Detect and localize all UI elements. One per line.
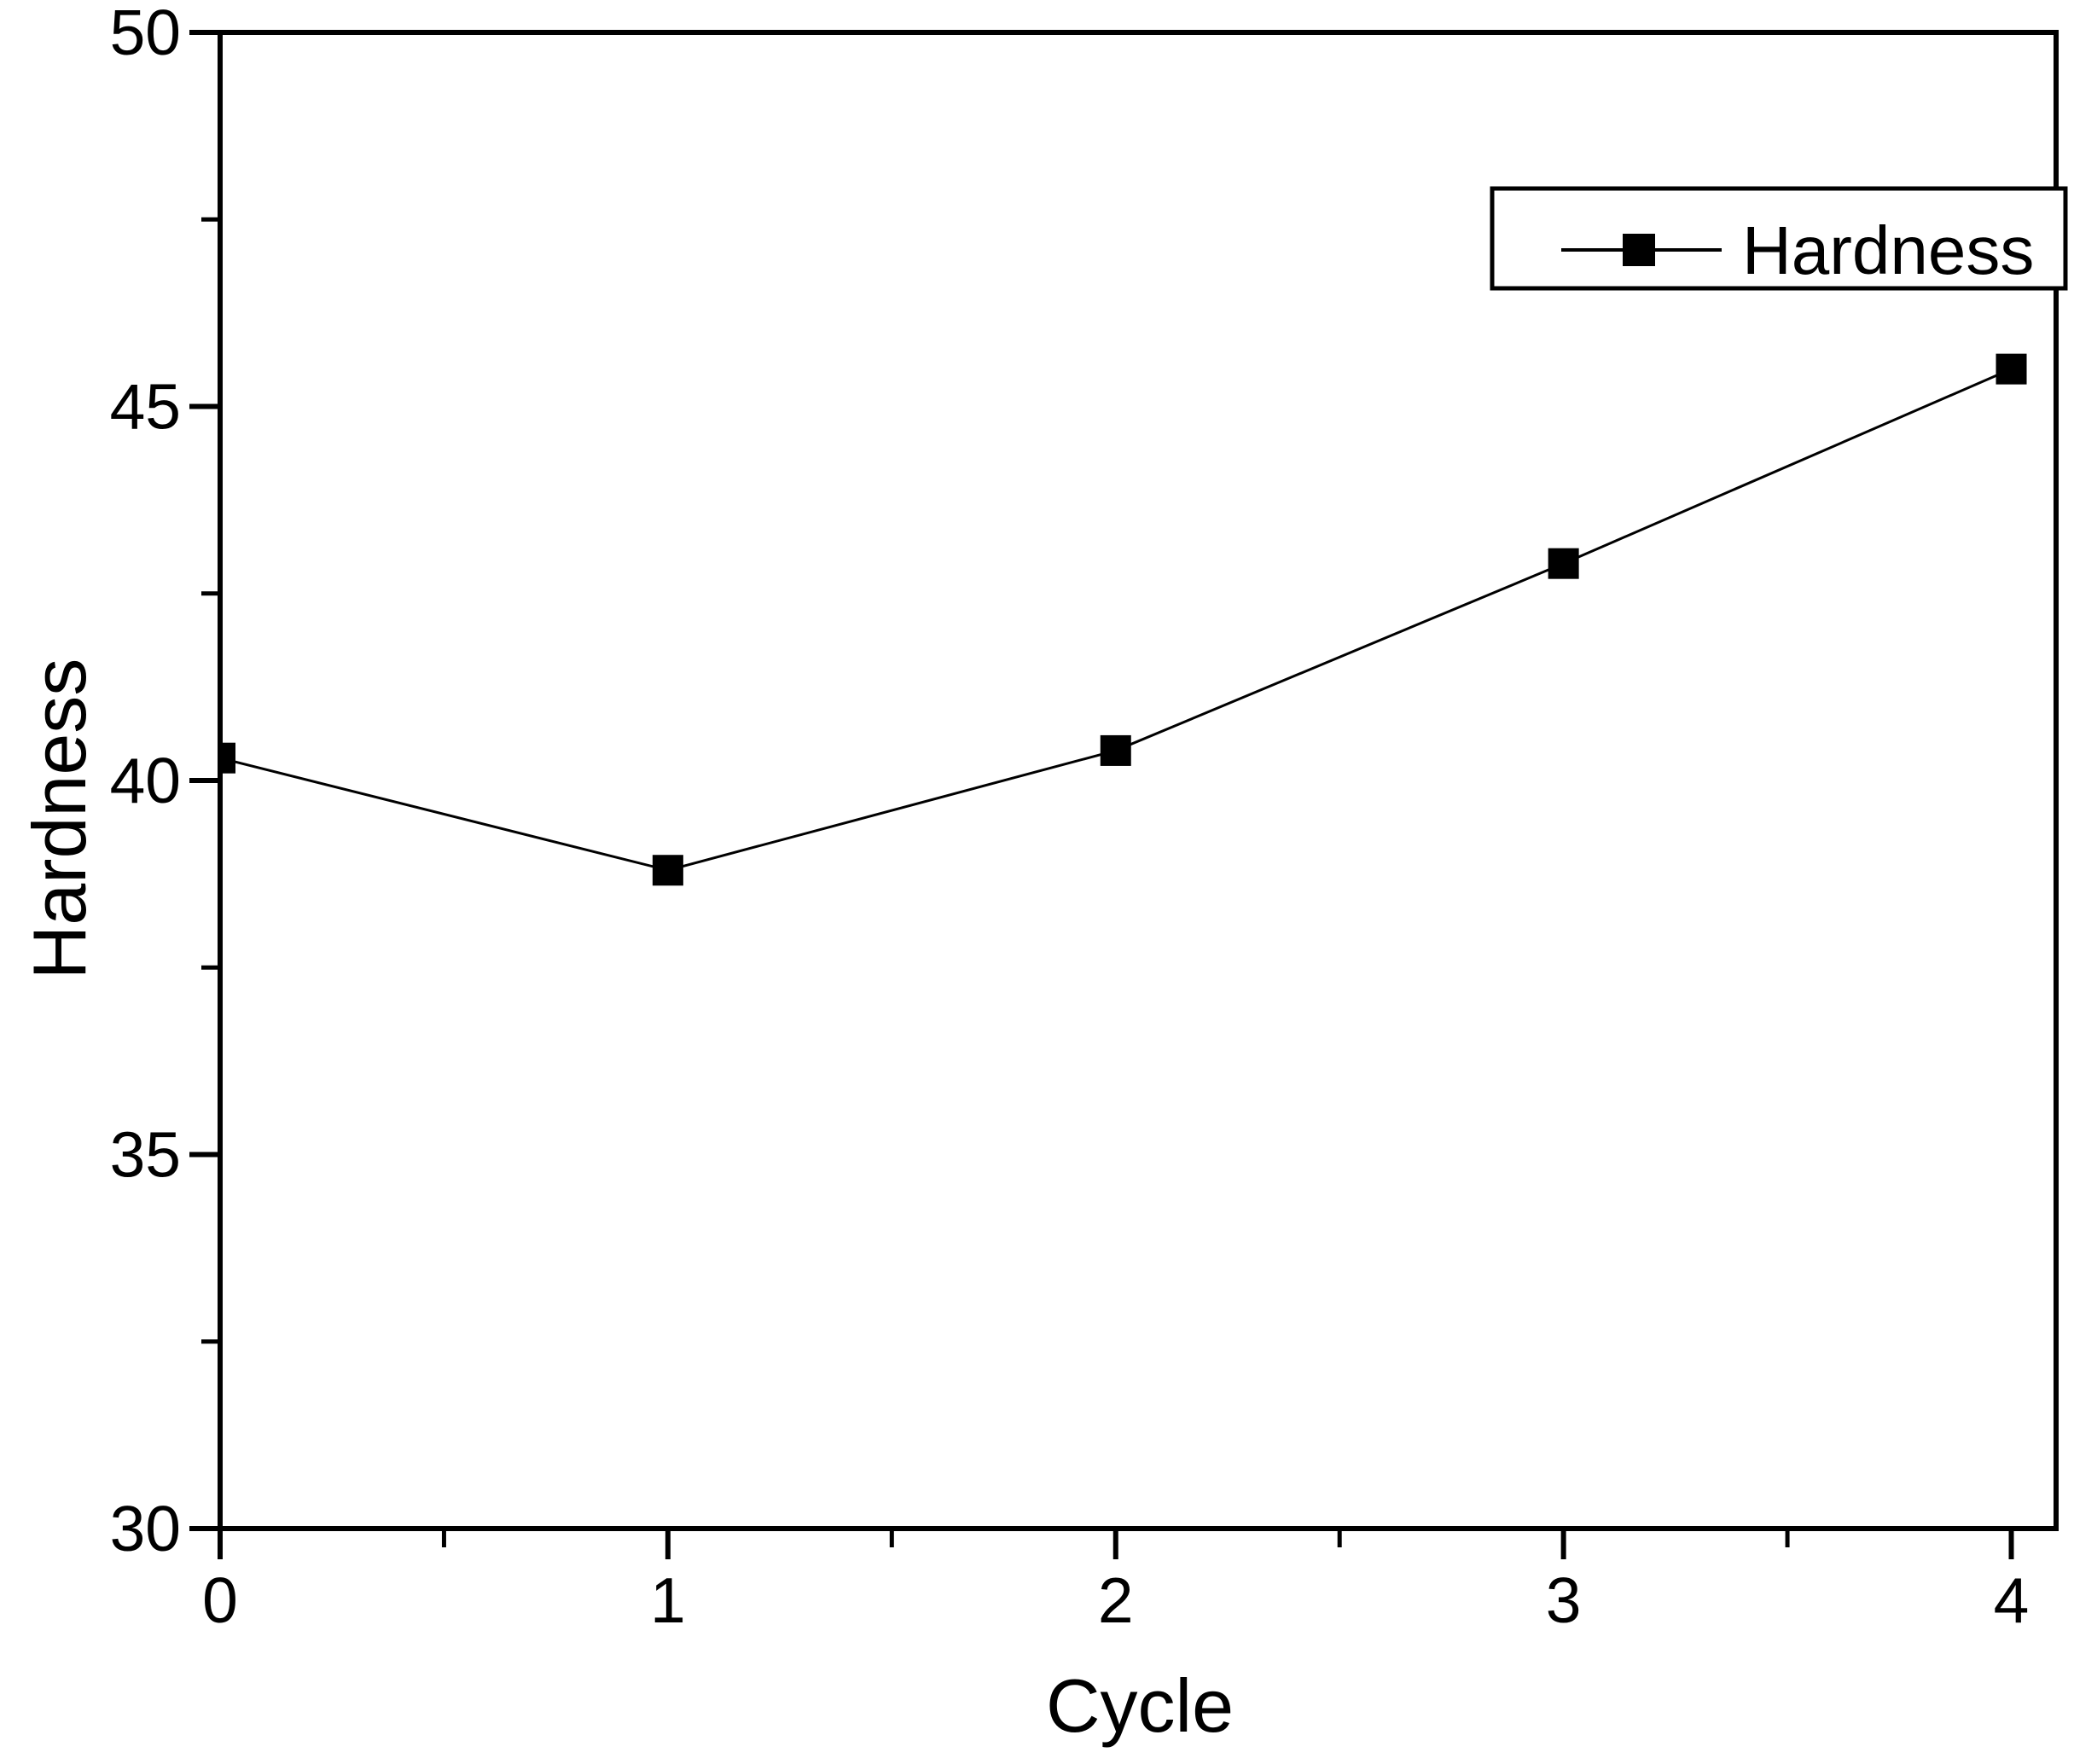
x-tick-label: 3 [1546,1564,1582,1636]
x-tick-label: 4 [1994,1564,2030,1636]
data-point-marker [652,855,683,886]
y-tick-label: 45 [110,371,181,443]
data-point-marker [1100,734,1131,766]
legend-marker [1623,234,1655,266]
legend-box [1490,186,2068,291]
data-point-marker [218,742,235,774]
x-tick-label: 0 [202,1564,238,1636]
y-tick-label: 35 [110,1119,181,1191]
data-point-marker [1996,353,2027,385]
y-axis-title: Hardness [17,659,102,980]
x-tick-label: 1 [650,1564,686,1636]
data-point-marker [1548,548,1579,579]
legend: Hardness [1490,186,2068,291]
y-tick-label: 40 [110,745,181,816]
x-tick-label: 2 [1098,1564,1134,1636]
legend-label: Hardness [1742,212,2034,288]
series-line [219,368,2013,872]
series-hardness [218,353,2027,886]
y-tick-label: 30 [110,1493,181,1564]
y-tick-label: 50 [110,0,181,68]
x-axis-title: Cycle [1046,1663,1234,1748]
